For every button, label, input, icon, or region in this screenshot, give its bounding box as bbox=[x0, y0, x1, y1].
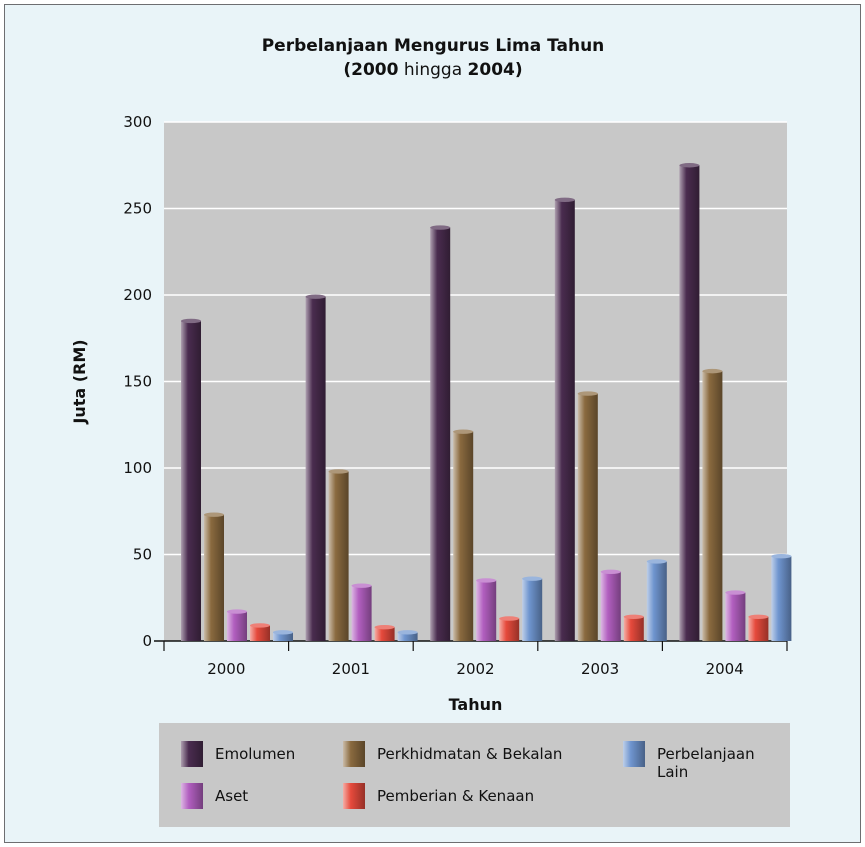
bar-cap bbox=[374, 624, 395, 630]
bar-pemberian-kenaan-2000 bbox=[250, 625, 270, 641]
chart-subtitle: (2000 hingga 2004) bbox=[343, 60, 522, 80]
y-axis-title: Juta (RM) bbox=[70, 339, 89, 424]
legend bbox=[159, 723, 790, 827]
legend-label: Pemberian & Kenaan bbox=[377, 787, 534, 805]
bar-cap bbox=[453, 429, 474, 434]
bar-pemberian-kenaan-2004 bbox=[748, 616, 769, 641]
bar-perbelanjaan-lain-2003 bbox=[646, 561, 667, 641]
bar-cap bbox=[397, 630, 418, 635]
bar-perbelanjaan-lain-2002 bbox=[522, 578, 543, 641]
bar-perkhidmatan-bekalan-2004 bbox=[702, 371, 723, 641]
bar-pemberian-kenaan-2003 bbox=[623, 616, 644, 641]
bar-cap bbox=[679, 163, 700, 168]
y-tick-label: 250 bbox=[123, 200, 152, 218]
bar-cap bbox=[499, 616, 520, 621]
chart-frame: Perbelanjaan Mengurus Lima Tahun (2000 hi… bbox=[4, 4, 861, 843]
bar-cap bbox=[577, 391, 598, 396]
bar-perbelanjaan-lain-2001 bbox=[397, 632, 418, 641]
legend-swatch bbox=[181, 783, 203, 809]
bar-cap bbox=[600, 569, 621, 574]
x-tick-label: 2000 bbox=[207, 660, 245, 678]
bar-cap bbox=[351, 583, 372, 588]
bar-cap bbox=[623, 614, 644, 619]
bar-pemberian-kenaan-2001 bbox=[374, 627, 395, 641]
chart: Perbelanjaan Mengurus Lima Tahun (2000 hi… bbox=[70, 36, 792, 827]
y-tick-label: 50 bbox=[133, 546, 152, 564]
bar-cap bbox=[476, 578, 497, 583]
bar-cap bbox=[646, 559, 667, 564]
bar-emolumen-2001 bbox=[305, 296, 326, 641]
bar-aset-2000 bbox=[227, 611, 247, 641]
bar-cap bbox=[725, 590, 746, 595]
bar-cap bbox=[430, 225, 451, 230]
legend-label: Perbelanjaan Lain bbox=[657, 745, 755, 781]
x-tick-label: 2001 bbox=[332, 660, 370, 678]
chart-title: Perbelanjaan Mengurus Lima Tahun bbox=[262, 36, 605, 56]
legend-swatch bbox=[181, 741, 203, 767]
bar-cap bbox=[305, 294, 326, 299]
y-tick-label: 0 bbox=[142, 632, 152, 650]
bar-emolumen-2003 bbox=[554, 199, 575, 641]
x-tick-label: 2003 bbox=[581, 660, 619, 678]
y-tick-label: 100 bbox=[123, 459, 152, 477]
bar-cap bbox=[250, 623, 270, 628]
bar-pemberian-kenaan-2002 bbox=[499, 618, 520, 641]
bar-cap bbox=[748, 614, 769, 619]
bar-aset-2002 bbox=[476, 580, 497, 641]
legend-swatch bbox=[623, 741, 645, 767]
bar-cap bbox=[702, 368, 723, 374]
bar-aset-2003 bbox=[600, 571, 621, 641]
bar-aset-2004 bbox=[725, 592, 746, 641]
bar-perkhidmatan-bekalan-2000 bbox=[204, 514, 224, 641]
bar-emolumen-2000 bbox=[181, 320, 201, 641]
legend-label: Emolumen bbox=[215, 745, 295, 763]
x-axis-title: Tahun bbox=[449, 695, 503, 714]
y-tick-label: 200 bbox=[123, 286, 152, 304]
bar-perbelanjaan-lain-2004 bbox=[771, 556, 792, 641]
y-tick-label: 300 bbox=[123, 113, 152, 131]
bar-emolumen-2002 bbox=[430, 227, 451, 641]
bar-cap bbox=[522, 576, 543, 581]
bar-cap bbox=[204, 512, 224, 517]
bar-cap bbox=[328, 469, 349, 474]
bar-cap bbox=[554, 197, 575, 203]
bar-perkhidmatan-bekalan-2003 bbox=[577, 393, 598, 641]
bar-perkhidmatan-bekalan-2002 bbox=[453, 431, 474, 641]
bar-aset-2001 bbox=[351, 585, 372, 641]
bar-cap bbox=[227, 609, 247, 614]
legend-label: Perkhidmatan & Bekalan bbox=[377, 745, 562, 763]
y-tick-label: 150 bbox=[123, 373, 152, 391]
x-tick-label: 2004 bbox=[706, 660, 744, 678]
bar-cap bbox=[273, 630, 293, 635]
bar-perbelanjaan-lain-2000 bbox=[273, 632, 293, 641]
bar-perkhidmatan-bekalan-2001 bbox=[328, 471, 349, 641]
bar-cap bbox=[771, 554, 792, 559]
x-tick-label: 2002 bbox=[456, 660, 494, 678]
bar-emolumen-2004 bbox=[679, 165, 700, 641]
legend-swatch bbox=[343, 783, 365, 809]
legend-swatch bbox=[343, 741, 365, 767]
legend-label: Aset bbox=[215, 787, 248, 805]
bar-cap bbox=[181, 318, 201, 324]
